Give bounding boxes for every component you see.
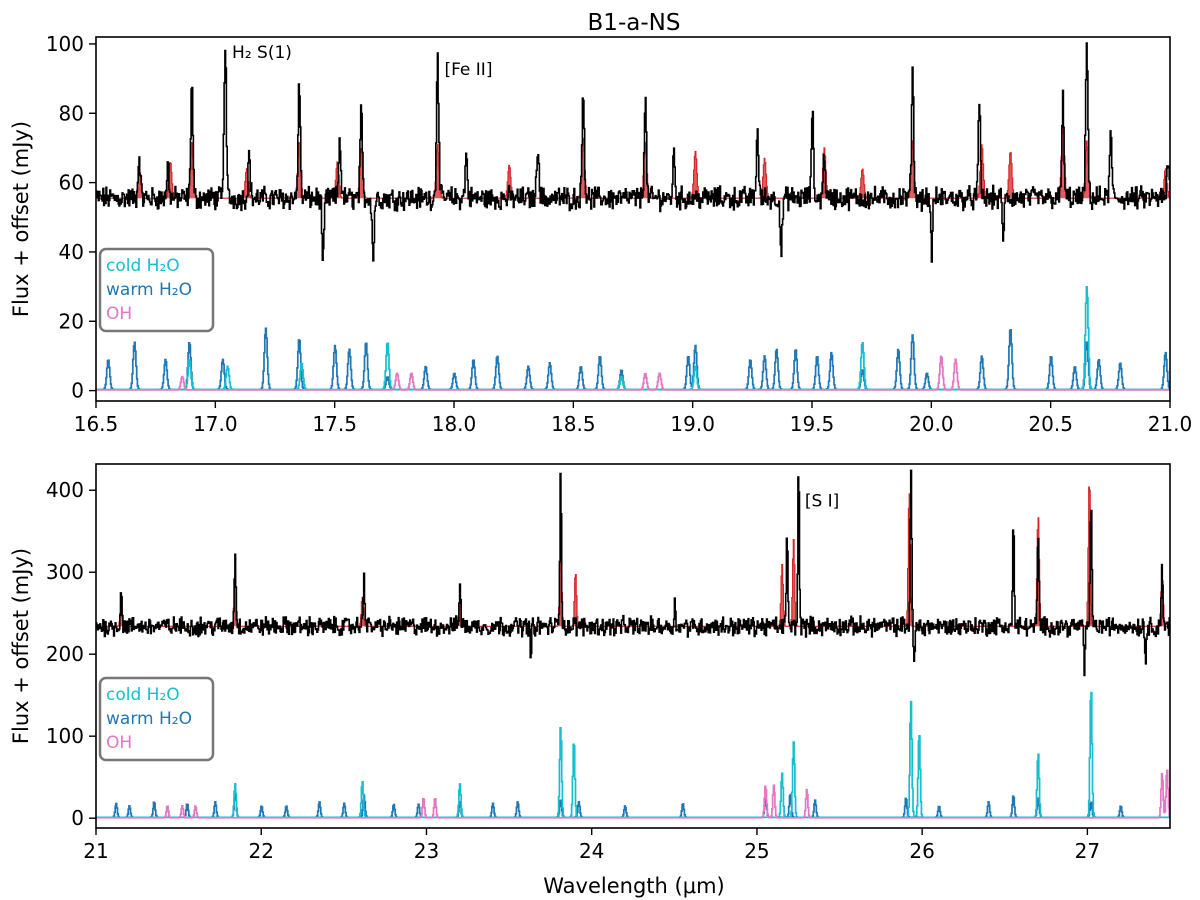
x-tick-label: 18.0 [432, 412, 477, 436]
x-tick-label: 19.0 [670, 412, 715, 436]
line-annotation: [S I] [805, 492, 839, 512]
bottom-axes-frame [95, 463, 1171, 829]
y-tick-label: 100 [46, 724, 84, 748]
bottom-panel: 21 22 23 24 25 26 27 0 100 200 300 400 Flux + offse… [9, 463, 1171, 863]
y-tick-label: 200 [46, 642, 84, 666]
top-ticks: 16.5 17.0 17.5 18.0 18.5 19.0 19.5 20.0 20.5 21.0… [46, 32, 1192, 436]
line-annotation: H₂ S(1) [232, 43, 292, 63]
top-ylabel: Flux + offset (mJy) [9, 121, 33, 317]
bottom-ticks: 21 22 23 24 25 26 27 0 100 200 300 400 [46, 478, 1100, 863]
bottom-legend: cold H₂O warm H₂O OH [98, 676, 215, 762]
top-legend-cold-h2o: cold H₂O [106, 256, 180, 276]
model-spectrum-fill [96, 487, 1170, 627]
x-tick-label: 27 [1075, 839, 1100, 863]
observed-spectrum [96, 469, 1170, 677]
top-panel: 16.5 17.0 17.5 18.0 18.5 19.0 19.5 20.0 20.5 21.0… [9, 32, 1192, 436]
bottom-legend-box [98, 676, 215, 762]
model-spectrum-fill [96, 123, 1170, 199]
top-legend: cold H₂O warm H₂O OH [98, 247, 215, 333]
y-tick-label: 60 [59, 171, 84, 195]
x-tick-label: 21 [83, 839, 108, 863]
top-axes-frame [95, 36, 1171, 402]
top-plot-lines [96, 42, 1170, 391]
x-tick-label: 19.5 [790, 412, 835, 436]
bottom-ylabel: Flux + offset (mJy) [9, 548, 33, 744]
y-tick-label: 40 [59, 240, 84, 264]
top-legend-warm-h2o: warm H₂O [106, 280, 192, 300]
figure-title: B1-a-NS [588, 10, 681, 36]
x-tick-label: 20.0 [909, 412, 954, 436]
y-tick-label: 100 [46, 32, 84, 56]
x-tick-label: 25 [744, 839, 769, 863]
bottom-annotations: [S I] [805, 492, 839, 512]
cold-h2o-model [96, 691, 1170, 819]
bottom-legend-oh: OH [106, 733, 132, 753]
y-tick-label: 300 [46, 560, 84, 584]
top-legend-oh: OH [106, 304, 132, 324]
bottom-legend-warm-h2o: warm H₂O [106, 709, 192, 729]
y-tick-label: 400 [46, 478, 84, 502]
x-tick-label: 23 [414, 839, 439, 863]
x-tick-label: 18.5 [551, 412, 596, 436]
top-annotations: H₂ S(1) [Fe II] [232, 43, 492, 80]
line-annotation: [Fe II] [444, 60, 492, 80]
x-tick-label: 24 [579, 839, 604, 863]
y-tick-label: 20 [59, 309, 84, 333]
y-tick-label: 80 [59, 101, 84, 125]
x-tick-label: 21.0 [1148, 412, 1193, 436]
warm-h2o-model [96, 327, 1170, 391]
x-tick-label: 20.5 [1028, 412, 1073, 436]
bottom-legend-cold-h2o: cold H₂O [106, 685, 180, 705]
oh-model [96, 769, 1170, 819]
y-tick-label: 0 [71, 379, 84, 403]
x-tick-label: 26 [909, 839, 934, 863]
model-spectrum [96, 486, 1170, 627]
x-tick-label: 17.0 [193, 412, 238, 436]
observed-spectrum [96, 42, 1170, 263]
oh-model [96, 355, 1170, 391]
y-tick-label: 0 [71, 806, 84, 830]
x-tick-label: 16.5 [74, 412, 119, 436]
top-legend-box [98, 247, 215, 333]
warm-h2o-model [96, 792, 1170, 819]
bottom-plot-lines [96, 469, 1170, 819]
x-axis-label: Wavelength (μm) [543, 874, 724, 898]
x-tick-label: 22 [249, 839, 274, 863]
x-tick-label: 17.5 [312, 412, 357, 436]
